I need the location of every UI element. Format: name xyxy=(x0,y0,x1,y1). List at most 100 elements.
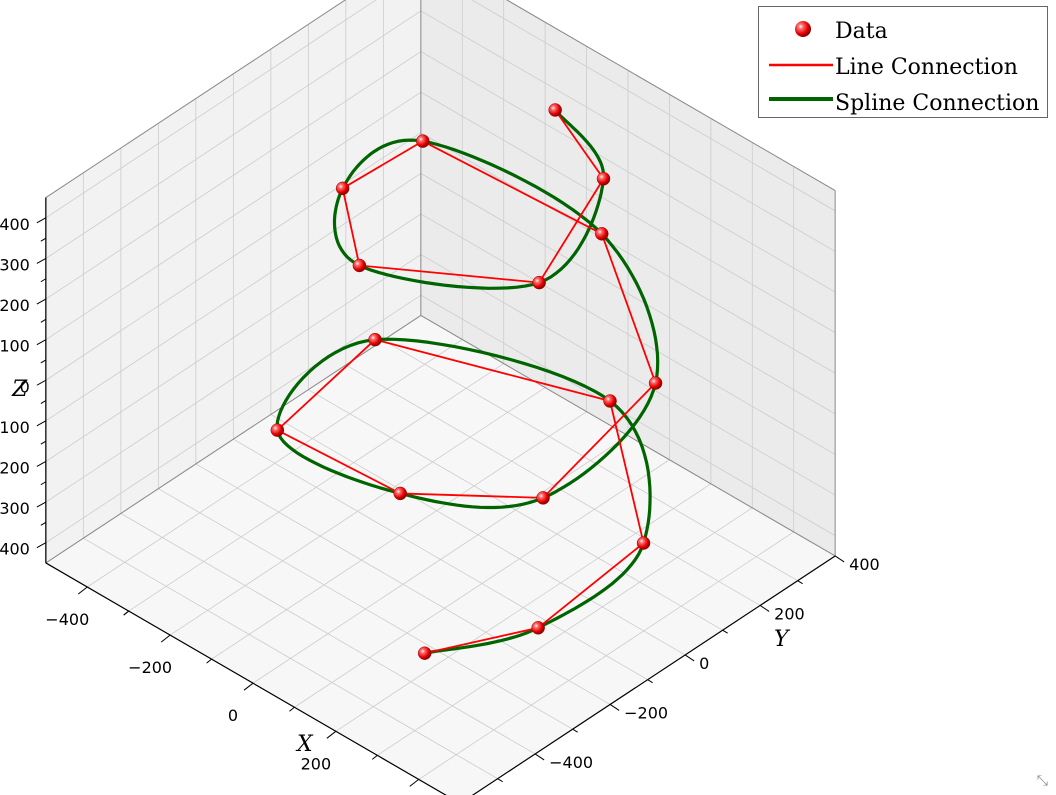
tick-mark xyxy=(40,359,47,364)
grid-line xyxy=(45,213,422,462)
tick-mark xyxy=(497,778,503,783)
data-points xyxy=(270,103,663,660)
tick-mark xyxy=(160,634,171,643)
grid-line xyxy=(420,254,836,496)
tick-mark xyxy=(40,481,47,486)
legend: Data Line Connection Spline Connection xyxy=(758,6,1048,118)
grid-line xyxy=(233,438,648,681)
grid-line xyxy=(420,213,836,455)
grid-line xyxy=(45,132,422,381)
tick-mark xyxy=(326,730,337,739)
tick-mark xyxy=(289,706,295,712)
tick-mark xyxy=(40,237,47,242)
resize-handle-icon[interactable]: ⤡ xyxy=(1036,773,1048,789)
z-tick-label: −100 xyxy=(0,418,30,437)
z-tick-label: −300 xyxy=(0,499,30,518)
data-point xyxy=(595,227,609,241)
tick-mark xyxy=(243,682,254,691)
tick-mark xyxy=(409,779,420,787)
data-point xyxy=(536,491,550,505)
legend-label-spline: Spline Connection xyxy=(835,91,1040,116)
y-tick-label: 400 xyxy=(849,555,880,574)
grid-line xyxy=(45,294,422,543)
grid-line xyxy=(45,254,422,503)
tick-mark xyxy=(36,542,47,549)
grid-line xyxy=(120,513,536,755)
tick-mark xyxy=(40,400,47,404)
tick-mark xyxy=(36,461,47,467)
grid-line xyxy=(195,463,611,705)
data-point xyxy=(596,171,611,186)
z-tick-label: −200 xyxy=(0,458,30,477)
tick-mark xyxy=(722,629,728,634)
data-point xyxy=(335,181,350,196)
data-point xyxy=(636,536,651,550)
tick-mark xyxy=(40,278,47,283)
tick-mark xyxy=(77,586,88,595)
line-connection xyxy=(275,109,657,655)
y-tick-label: 0 xyxy=(699,654,709,673)
data-marker-icon xyxy=(795,21,811,37)
data-point xyxy=(416,134,430,148)
legend-item-line: Line Connection xyxy=(759,51,1047,87)
line-swatch-icon xyxy=(769,63,833,67)
tick-mark xyxy=(534,753,545,761)
z-tick-label: 200 xyxy=(0,296,30,315)
tick-mark xyxy=(36,258,47,264)
grid-line xyxy=(45,91,422,340)
x-tick-label: 200 xyxy=(301,754,332,773)
grid-line xyxy=(420,51,836,293)
data-point xyxy=(352,258,367,273)
tick-mark xyxy=(36,501,47,508)
grid-line xyxy=(270,414,686,656)
line-connection-series xyxy=(275,109,657,655)
pane-edge xyxy=(45,0,347,198)
z-tick-label: 300 xyxy=(0,255,30,274)
data-point xyxy=(603,394,617,408)
legend-label-line: Line Connection xyxy=(835,55,1018,80)
z-tick-label: 400 xyxy=(0,215,30,234)
z-axis-label: Z xyxy=(11,377,28,402)
pane-edge xyxy=(45,315,422,564)
data-point xyxy=(393,486,407,501)
legend-item-spline: Spline Connection xyxy=(759,87,1047,123)
data-point xyxy=(648,376,663,390)
grid-line xyxy=(420,10,836,252)
pane-edge xyxy=(505,0,836,191)
tick-mark xyxy=(609,704,620,711)
tick-mark xyxy=(759,605,770,612)
tick-mark xyxy=(797,580,803,585)
grid-line xyxy=(83,537,498,780)
grid-line xyxy=(420,91,836,333)
grid-line xyxy=(383,339,798,582)
data-point xyxy=(548,103,562,117)
tick-mark xyxy=(40,318,47,323)
data-point xyxy=(270,423,285,437)
tick-mark xyxy=(36,217,47,224)
tick-mark xyxy=(40,521,47,526)
tick-mark xyxy=(206,658,212,664)
grid-line xyxy=(420,294,836,536)
tick-mark xyxy=(36,339,47,346)
grid-line xyxy=(471,0,836,212)
legend-item-data: Data xyxy=(759,15,1047,51)
tick-mark xyxy=(572,728,578,733)
grid-line xyxy=(345,364,761,606)
grid-line xyxy=(420,132,836,374)
legend-label-data: Data xyxy=(835,19,888,44)
x-tick-label: −200 xyxy=(128,658,172,677)
z-tick-label: −400 xyxy=(0,540,30,559)
tick-mark xyxy=(647,679,653,684)
x-tick-label: −400 xyxy=(45,610,89,629)
grid-line xyxy=(158,488,573,730)
grid-line xyxy=(45,0,377,219)
y-axis-label: Y xyxy=(774,627,791,652)
y-tick-label: −200 xyxy=(624,703,668,722)
grid-line xyxy=(420,173,836,415)
tick-mark xyxy=(123,610,130,616)
grid-line xyxy=(45,173,422,422)
grid-line xyxy=(45,10,422,259)
tick-labels: −400−2000200400−600−400−2000200400−400−3… xyxy=(0,215,880,787)
data-point xyxy=(368,332,382,347)
grid-line xyxy=(308,389,723,631)
